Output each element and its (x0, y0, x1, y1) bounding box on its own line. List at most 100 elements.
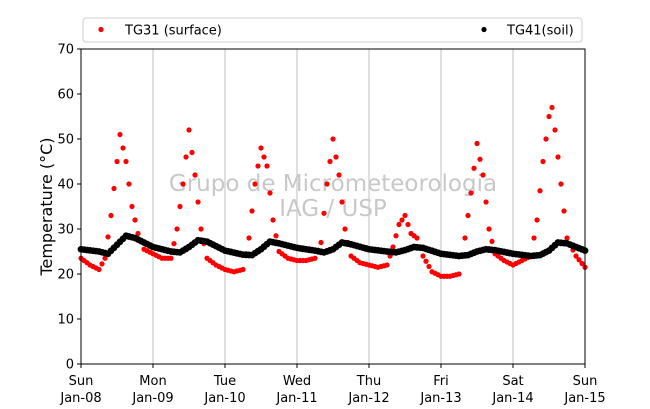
legend: TG31 (surface) TG41(soil) (82, 17, 583, 43)
watermark: Grupo de Micrometeorologia IAG / USP (169, 171, 497, 222)
x-tick-label-day: Mon (139, 374, 166, 389)
data-point (123, 158, 129, 165)
data-point (576, 257, 582, 263)
data-point (540, 158, 546, 165)
data-point (393, 233, 399, 239)
data-point (396, 221, 402, 228)
y-tick-label: 60 (57, 88, 74, 103)
legend-label-tg41: TG41(soil) (506, 24, 574, 39)
data-point (108, 212, 114, 219)
data-point (132, 217, 138, 223)
y-tick-label: 40 (57, 178, 74, 193)
data-point (333, 154, 339, 160)
data-point (342, 226, 348, 232)
data-point (579, 260, 585, 267)
x-tick-label-day: Fri (433, 374, 449, 389)
legend-marker-tg31 (98, 26, 104, 33)
y-tick-label: 0 (66, 358, 74, 373)
data-point (249, 208, 255, 214)
data-point (534, 217, 540, 223)
y-tick-label: 30 (57, 223, 74, 238)
watermark-line-1: Grupo de Micrometeorologia (169, 171, 497, 197)
data-point (261, 154, 267, 160)
data-point (183, 154, 189, 160)
y-tick-label: 70 (57, 43, 74, 58)
data-point (264, 163, 270, 169)
data-point (186, 127, 192, 133)
data-point (324, 181, 330, 187)
data-point (537, 188, 543, 194)
data-point (114, 158, 120, 165)
data-point (318, 239, 324, 246)
data-point (177, 203, 183, 210)
data-point (99, 261, 105, 267)
data-point (126, 181, 132, 187)
data-point (483, 199, 489, 205)
x-tick-label-date: Jan-10 (203, 391, 245, 406)
data-point (474, 140, 480, 147)
data-point (543, 136, 549, 142)
data-point (561, 208, 567, 214)
x-tick-label-day: Thu (356, 374, 381, 389)
data-point (270, 217, 276, 223)
x-tick-label-date: Jan-09 (131, 391, 173, 406)
data-point (552, 127, 558, 133)
data-point (390, 244, 396, 250)
data-point (273, 233, 279, 239)
data-point (480, 172, 486, 178)
x-tick-label-date: Jan-15 (563, 391, 605, 406)
data-point (414, 235, 420, 241)
data-point (105, 234, 111, 240)
data-point (420, 253, 426, 259)
data-point (111, 185, 117, 192)
x-tick-label-day: Wed (283, 374, 311, 389)
data-point (336, 172, 342, 178)
data-point (384, 262, 390, 268)
x-tick-label-date: Jan-12 (347, 391, 389, 406)
data-point (240, 266, 246, 273)
data-point (405, 221, 411, 228)
x-tick-label-day: Tue (213, 374, 236, 389)
data-point (426, 263, 432, 270)
watermark-line-2: IAG / USP (279, 196, 387, 222)
data-point (546, 113, 552, 120)
series-tg41 (77, 232, 589, 260)
x-tick-label-date: Jan-13 (419, 391, 461, 406)
data-point (531, 235, 537, 241)
data-point (564, 235, 570, 241)
x-axis: Sun Jan-08 Mon Jan-09 Tue Jan-10 Wed Jan-11 Thu J… (59, 364, 606, 406)
data-point (255, 163, 261, 169)
data-point (399, 217, 405, 223)
data-point (246, 235, 252, 241)
y-axis-label: Temperature (°C) (37, 137, 56, 276)
data-point (327, 158, 333, 165)
x-tick-label-day: Sun (573, 374, 598, 389)
data-point (486, 226, 492, 232)
legend-marker-tg41 (481, 26, 487, 33)
y-tick-label: 50 (57, 133, 74, 148)
data-point (195, 199, 201, 205)
plot-frame (80, 48, 586, 365)
data-point (267, 190, 273, 196)
y-axis: 0 10 20 30 40 50 60 70 (57, 43, 81, 373)
x-tick-label-date: Jan-08 (59, 391, 101, 406)
data-point (120, 145, 126, 151)
data-point (252, 181, 258, 187)
data-point (330, 136, 336, 142)
data-point (198, 226, 204, 232)
data-point (465, 212, 471, 219)
data-point (192, 172, 198, 178)
data-point (477, 156, 483, 162)
data-point (102, 255, 108, 261)
data-point (423, 258, 429, 264)
y-tick-label: 20 (57, 268, 74, 283)
data-point (555, 154, 561, 160)
x-tick-label-date: Jan-11 (275, 391, 317, 406)
x-tick-label-day: Sat (502, 374, 523, 389)
data-point (456, 271, 462, 277)
data-point (339, 199, 345, 205)
data-point (180, 181, 186, 187)
data-point (174, 226, 180, 232)
data-point (168, 255, 174, 261)
